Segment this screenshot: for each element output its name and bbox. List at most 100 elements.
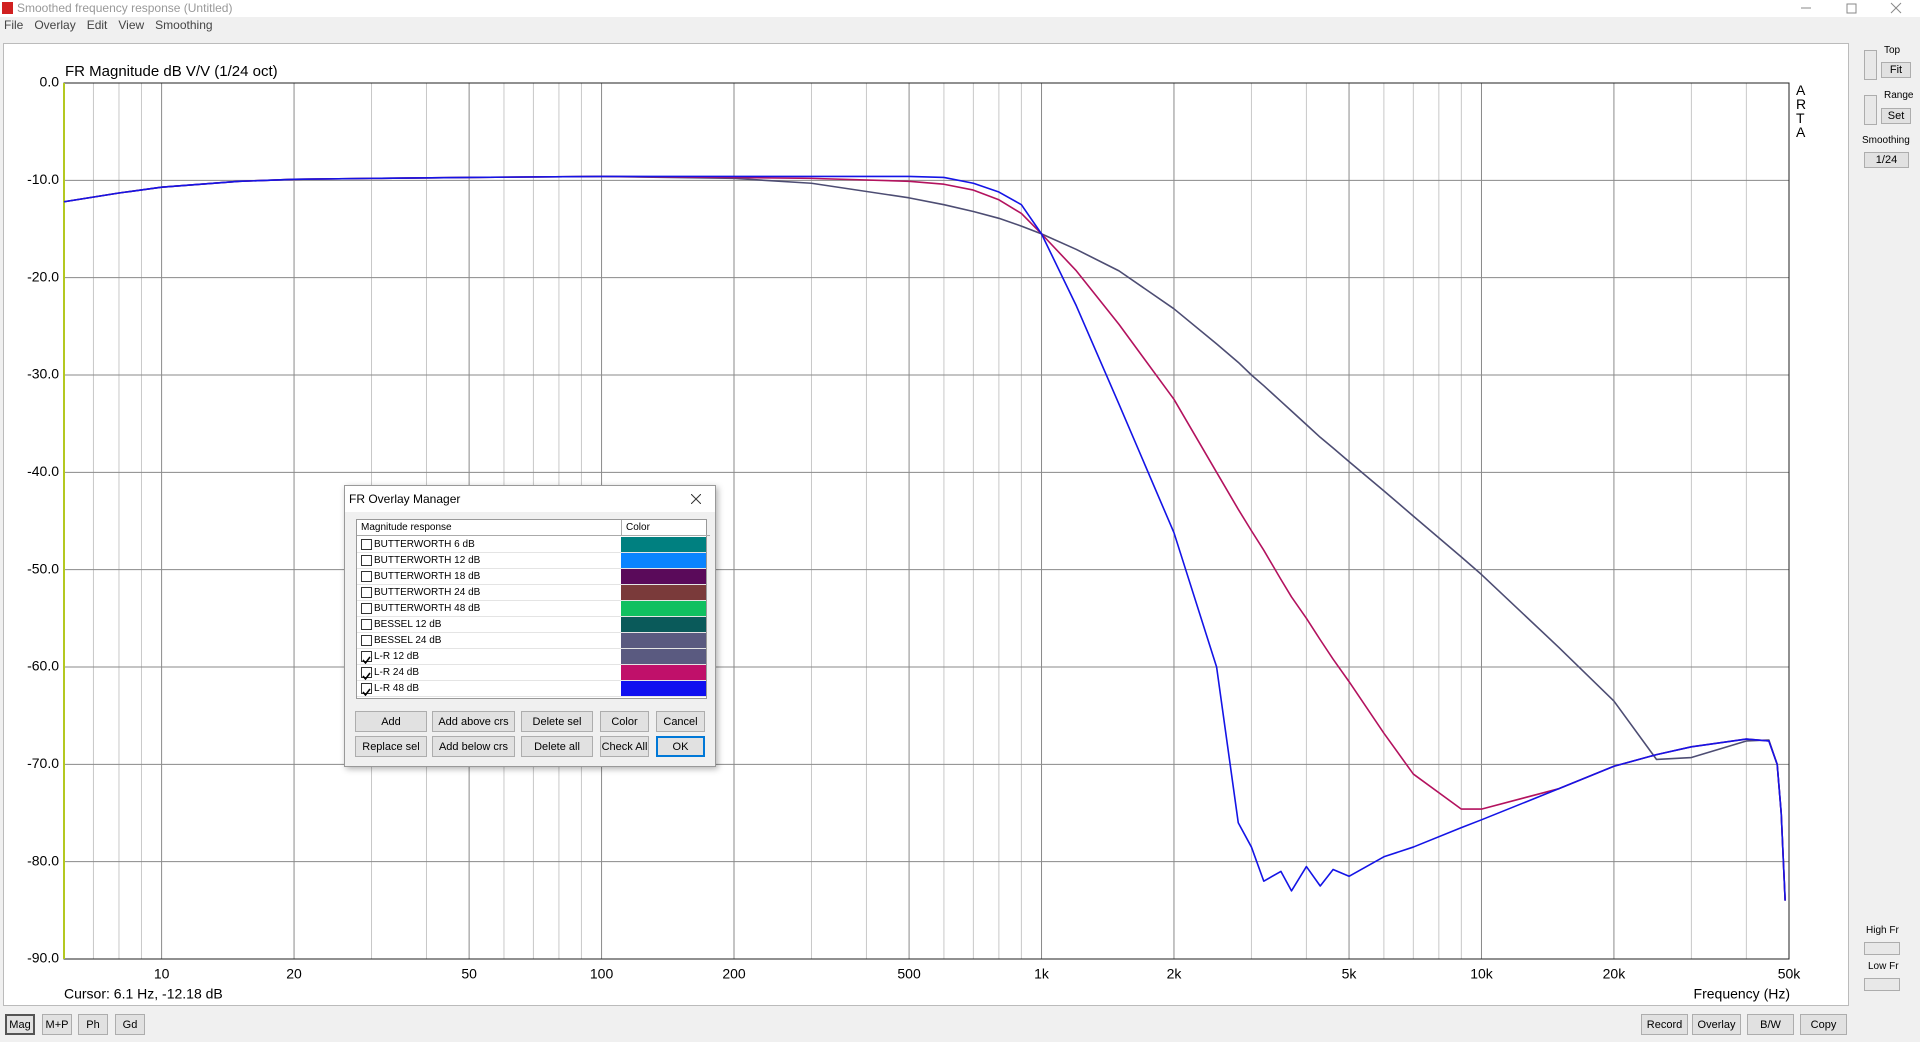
side-button[interactable]: Set bbox=[1881, 108, 1911, 124]
row-checkbox[interactable] bbox=[361, 603, 372, 614]
dialog-button[interactable]: Replace sel bbox=[355, 736, 427, 757]
row-checkbox[interactable] bbox=[361, 619, 372, 630]
check-mark bbox=[362, 656, 371, 665]
dialog-button[interactable]: Delete all bbox=[521, 736, 593, 757]
row-separator bbox=[357, 552, 706, 553]
chart-panel bbox=[3, 43, 1849, 1006]
action-button[interactable]: Overlay bbox=[1692, 1014, 1741, 1035]
view-button[interactable]: Gd bbox=[115, 1014, 145, 1035]
row-checkbox[interactable] bbox=[361, 683, 372, 697]
dialog-close[interactable] bbox=[691, 494, 701, 504]
column-header: Color bbox=[622, 520, 710, 536]
y-tick-label: -10.0 bbox=[27, 171, 59, 187]
brand: ARTA bbox=[1796, 82, 1807, 140]
row-color bbox=[621, 633, 706, 648]
spin-button[interactable] bbox=[1864, 978, 1900, 991]
side-button[interactable]: 1/24 bbox=[1864, 152, 1909, 168]
window-controls[interactable] bbox=[1790, 0, 1920, 17]
plot-frame bbox=[63, 82, 1790, 960]
app-icon bbox=[2, 2, 13, 14]
x-tick-label: 100 bbox=[590, 966, 614, 982]
row-name: BUTTERWORTH 24 dB bbox=[374, 587, 481, 598]
y-tick-label: -70.0 bbox=[27, 755, 59, 771]
row-color bbox=[621, 569, 706, 584]
side-label: Low Fr bbox=[1868, 961, 1899, 972]
dialog-button[interactable]: Cancel bbox=[656, 711, 705, 732]
row-separator bbox=[357, 696, 706, 697]
row-separator bbox=[357, 568, 706, 569]
x-tick-label: 500 bbox=[897, 966, 921, 982]
check-mark bbox=[362, 672, 371, 681]
row-name: L-R 24 dB bbox=[374, 667, 420, 678]
x-tick-label: 10k bbox=[1470, 966, 1494, 982]
x-axis-label: Frequency (Hz) bbox=[1694, 986, 1790, 1002]
dialog-title-bar: FR Overlay Manager bbox=[345, 486, 715, 512]
row-color bbox=[621, 585, 706, 600]
row-name: BESSEL 12 dB bbox=[374, 619, 442, 630]
row-name: BUTTERWORTH 18 dB bbox=[374, 571, 481, 582]
overlay-table: Magnitude response Color BUTTERWORTH 6 dB B… bbox=[356, 519, 710, 699]
x-tick-label: 50k bbox=[1778, 966, 1802, 982]
row-checkbox[interactable] bbox=[361, 571, 372, 582]
response-line bbox=[63, 175, 1786, 901]
menu-item[interactable]: Smoothing bbox=[155, 18, 213, 32]
y-tick-label: 0.0 bbox=[40, 74, 60, 90]
row-checkbox[interactable] bbox=[361, 667, 372, 681]
dialog-button[interactable]: OK bbox=[656, 736, 705, 757]
view-button[interactable]: Mag bbox=[5, 1014, 35, 1035]
row-separator bbox=[357, 584, 706, 585]
action-button[interactable]: B/W bbox=[1747, 1014, 1794, 1035]
dialog-button[interactable]: Check All bbox=[600, 736, 649, 757]
view-button[interactable]: Ph bbox=[78, 1014, 108, 1035]
row-color bbox=[621, 681, 706, 696]
side-label: Range bbox=[1884, 90, 1914, 101]
view-button[interactable]: M+P bbox=[42, 1014, 72, 1035]
row-checkbox[interactable] bbox=[361, 539, 372, 550]
dialog-title: FR Overlay Manager bbox=[349, 492, 461, 506]
row-name: L-R 48 dB bbox=[374, 683, 420, 694]
row-separator bbox=[357, 616, 706, 617]
spin-button[interactable] bbox=[1864, 942, 1900, 955]
dialog-button[interactable]: Add bbox=[355, 711, 427, 732]
side-label: High Fr bbox=[1866, 925, 1899, 936]
action-button[interactable]: Record bbox=[1641, 1014, 1688, 1035]
overlay-dialog: FR Overlay Manager Magnitude response Col… bbox=[344, 485, 716, 767]
cursor-readout: Cursor: 6.1 Hz, -12.18 dB bbox=[64, 986, 223, 1002]
dialog-button[interactable]: Add below crs bbox=[432, 736, 515, 757]
chart-title: FR Magnitude dB V/V (1/24 oct) bbox=[65, 63, 278, 80]
row-color bbox=[621, 553, 706, 568]
menu-bar: File Overlay Edit View Smoothing bbox=[0, 18, 1920, 36]
menu-item[interactable]: Edit bbox=[86, 18, 108, 32]
y-tick-label: -50.0 bbox=[27, 560, 59, 576]
row-separator bbox=[357, 632, 706, 633]
row-checkbox[interactable] bbox=[361, 587, 372, 598]
side-label: Top bbox=[1884, 45, 1901, 56]
row-checkbox[interactable] bbox=[361, 555, 372, 566]
spin-button[interactable] bbox=[1864, 95, 1877, 125]
row-checkbox[interactable] bbox=[361, 651, 372, 665]
title-bar: Smoothed frequency response (Untitled) bbox=[0, 0, 1920, 17]
x-tick-label: 2k bbox=[1167, 966, 1183, 982]
menu-item[interactable]: View bbox=[118, 18, 145, 32]
x-tick-label: 200 bbox=[722, 966, 746, 982]
x-tick-label: 20 bbox=[286, 966, 302, 982]
dialog-button[interactable]: Add above crs bbox=[432, 711, 515, 732]
row-separator bbox=[357, 648, 706, 649]
spin-button[interactable] bbox=[1864, 50, 1877, 80]
menu-item[interactable]: Overlay bbox=[34, 18, 76, 32]
chart: FR Magnitude dB V/V (1/24 oct) Frequency… bbox=[27, 63, 1802, 1002]
row-checkbox[interactable] bbox=[361, 635, 372, 646]
menu-item[interactable]: File bbox=[4, 18, 24, 32]
row-name: BUTTERWORTH 48 dB bbox=[374, 603, 481, 614]
side-button[interactable]: Fit bbox=[1881, 62, 1911, 78]
row-name: BESSEL 24 dB bbox=[374, 635, 442, 646]
x-tick-label: 5k bbox=[1342, 966, 1358, 982]
row-separator bbox=[357, 680, 706, 681]
dialog-button[interactable]: Color bbox=[600, 711, 649, 732]
dialog-button[interactable]: Delete sel bbox=[521, 711, 593, 732]
x-tick-label: 50 bbox=[461, 966, 477, 982]
action-button[interactable]: Copy bbox=[1800, 1014, 1847, 1035]
x-tick-label: 10 bbox=[154, 966, 170, 982]
y-tick-label: -40.0 bbox=[27, 463, 59, 479]
